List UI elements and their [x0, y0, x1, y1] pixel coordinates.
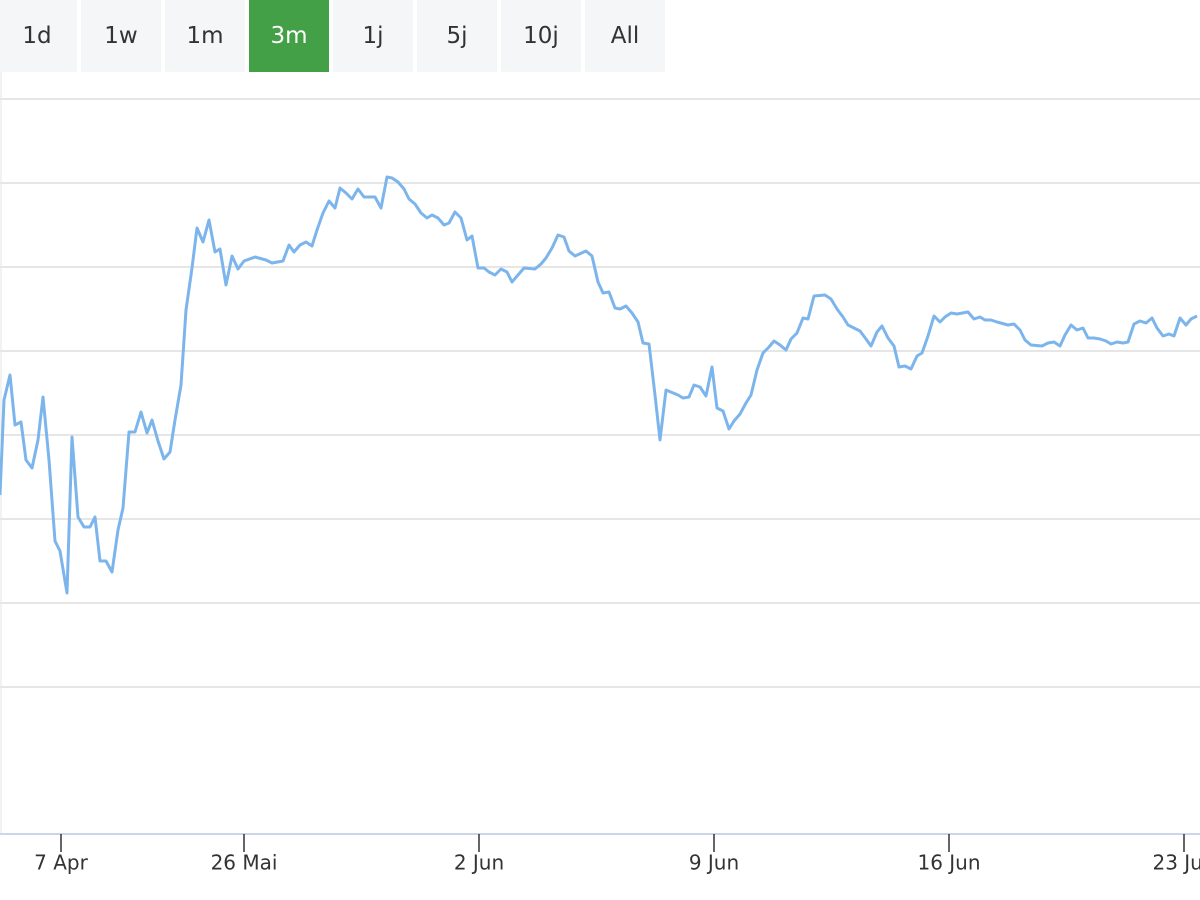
range-button[interactable]: All [585, 0, 665, 72]
x-tick-label: 9 Jun [689, 851, 739, 875]
range-button[interactable]: 1d [0, 0, 77, 72]
range-button[interactable]: 1m [165, 0, 245, 72]
x-tick-label: 26 Mai [211, 851, 278, 875]
range-button[interactable]: 5j [417, 0, 497, 72]
x-tick-label: 23 Jun [1152, 851, 1200, 875]
range-button[interactable]: 3m [249, 0, 329, 72]
x-tick-label: 2 Jun [454, 851, 504, 875]
x-tick-label: 16 Jun [917, 851, 980, 875]
price-line [0, 175, 1198, 595]
range-button[interactable]: 10j [501, 0, 581, 72]
range-button[interactable]: 1j [333, 0, 413, 72]
range-button[interactable]: 1w [81, 0, 161, 72]
x-tick-label: 7 Apr [34, 851, 88, 875]
